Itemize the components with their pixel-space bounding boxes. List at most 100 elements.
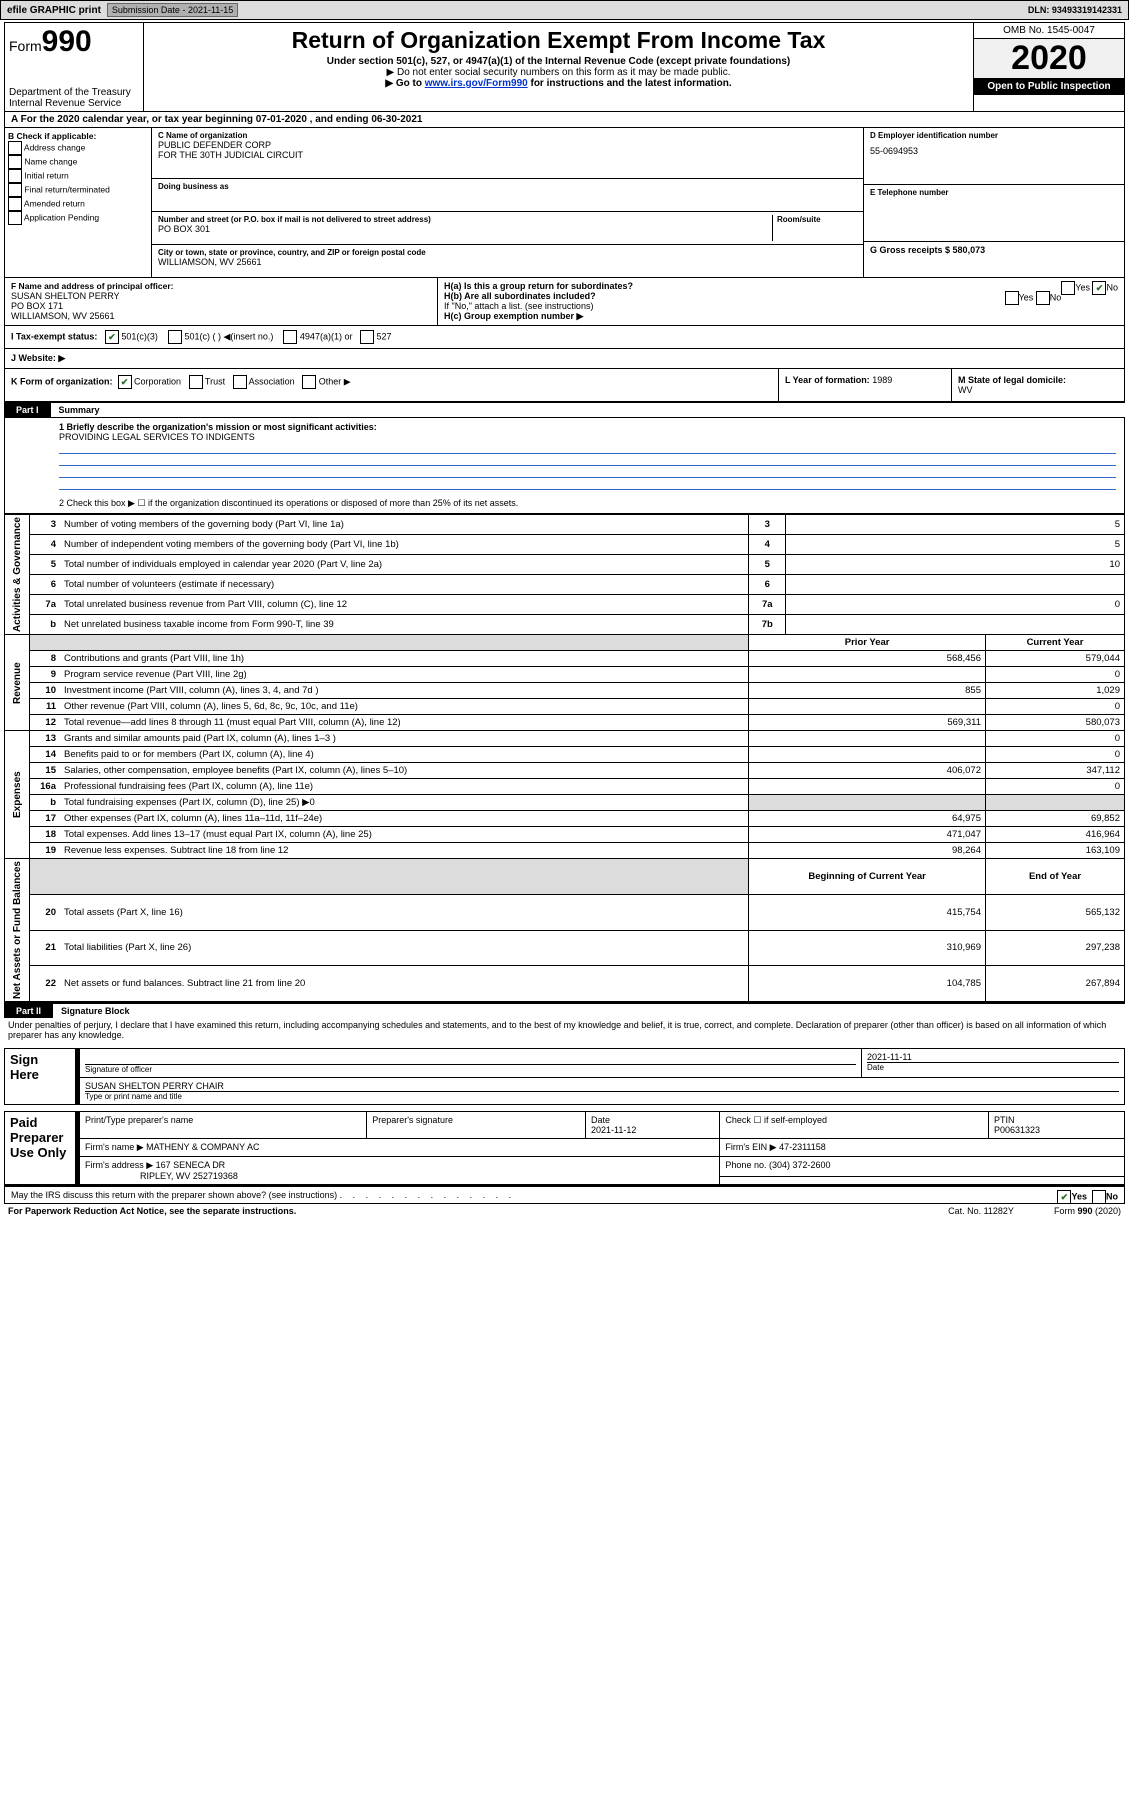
self-employed-check: Check ☐ if self-employed xyxy=(720,1112,989,1139)
officer-label: F Name and address of principal officer: xyxy=(11,281,431,291)
officer-addr1: PO BOX 171 xyxy=(11,301,431,311)
form-header: Form990 Department of the Treasury Inter… xyxy=(4,22,1125,112)
chk-corporation: ✔ xyxy=(118,375,132,389)
part-i-title: Summary xyxy=(51,405,100,415)
firm-phone: (304) 372-2600 xyxy=(769,1160,831,1170)
line-6: Total number of volunteers (estimate if … xyxy=(60,575,749,595)
mission-text: PROVIDING LEGAL SERVICES TO INDIGENTS xyxy=(59,432,255,442)
ha-group-return: H(a) Is this a group return for subordin… xyxy=(444,281,1118,291)
form-footer: Form 990 (2020) xyxy=(1054,1206,1121,1216)
line-3: Number of voting members of the governin… xyxy=(60,515,749,535)
addr-label: Number and street (or P.O. box if mail i… xyxy=(158,215,772,224)
sign-here-label: Sign Here xyxy=(5,1049,78,1105)
hdr-current-year: Current Year xyxy=(986,635,1125,651)
top-bar: efile GRAPHIC print Submission Date - 20… xyxy=(0,0,1129,20)
state-domicile: M State of legal domicile:WV xyxy=(951,369,1124,401)
officer-print-name: SUSAN SHELTON PERRY CHAIR xyxy=(85,1081,1119,1091)
form-number: Form990 xyxy=(9,25,139,59)
chk-amended-return[interactable]: Amended return xyxy=(8,197,148,211)
website-row: J Website: ▶ xyxy=(4,349,1125,369)
org-name-1: PUBLIC DEFENDER CORP xyxy=(158,140,857,150)
ein-label: D Employer identification number xyxy=(870,131,1118,140)
ha-no-checked: ✔ xyxy=(1092,281,1106,295)
under-section: Under section 501(c), 527, or 4947(a)(1)… xyxy=(146,56,971,67)
line-7a: Total unrelated business revenue from Pa… xyxy=(60,595,749,615)
hdr-beginning: Beginning of Current Year xyxy=(749,859,986,895)
form-title: Return of Organization Exempt From Incom… xyxy=(146,27,971,54)
line-5: Total number of individuals employed in … xyxy=(60,555,749,575)
part-ii-title: Signature Block xyxy=(53,1006,130,1016)
type-print-label: Type or print name and title xyxy=(85,1091,1119,1101)
officer-addr2: WILLIAMSON, WV 25661 xyxy=(11,311,431,321)
line-8: Contributions and grants (Part VIII, lin… xyxy=(60,651,749,667)
sign-date-label: Date xyxy=(867,1062,1119,1072)
signature-block: Sign Here Signature of officer 2021-11-1… xyxy=(4,1048,1125,1105)
line-4: Number of independent voting members of … xyxy=(60,535,749,555)
penalties-text: Under penalties of perjury, I declare th… xyxy=(4,1018,1125,1042)
hdr-prior-year: Prior Year xyxy=(749,635,986,651)
line-10: Investment income (Part VIII, column (A)… xyxy=(60,683,749,699)
discuss-yes-checked: ✔ xyxy=(1057,1190,1071,1204)
firm-addr2: RIPLEY, WV 252719368 xyxy=(140,1171,238,1181)
gross-label: G Gross receipts $ xyxy=(870,245,953,255)
line-22: Net assets or fund balances. Subtract li… xyxy=(60,966,749,1002)
sign-date: 2021-11-11 xyxy=(867,1052,1119,1062)
prep-date: 2021-11-12 xyxy=(591,1125,636,1135)
form-of-org: K Form of organization: ✔ Corporation Tr… xyxy=(5,369,778,401)
line-16b: Total fundraising expenses (Part IX, col… xyxy=(60,795,749,811)
tel-label: E Telephone number xyxy=(870,188,1118,197)
footer: For Paperwork Reduction Act Notice, see … xyxy=(4,1204,1125,1218)
firm-ein: 47-2311158 xyxy=(779,1142,826,1152)
q2-label: 2 Check this box ▶ ☐ if the organization… xyxy=(59,498,1116,509)
chk-name-change[interactable]: Name change xyxy=(8,155,148,169)
paid-preparer-block: Paid Preparer Use Only Print/Type prepar… xyxy=(4,1111,1125,1185)
city-label: City or town, state or province, country… xyxy=(158,248,857,257)
col-b-checkboxes: B Check if applicable: Address change Na… xyxy=(5,128,152,277)
line-18: Total expenses. Add lines 13–17 (must eq… xyxy=(60,827,749,843)
chk-final-return[interactable]: Final return/terminated xyxy=(8,183,148,197)
prep-sig-label: Preparer's signature xyxy=(367,1112,586,1139)
gross-value: 580,073 xyxy=(953,245,986,255)
firm-addr1: 167 SENECA DR xyxy=(156,1160,226,1170)
prep-name-label: Print/Type preparer's name xyxy=(78,1112,367,1139)
side-revenue: Revenue xyxy=(5,635,30,731)
paid-preparer-label: Paid Preparer Use Only xyxy=(5,1112,78,1185)
line-13: Grants and similar amounts paid (Part IX… xyxy=(60,731,749,747)
line-12: Total revenue—add lines 8 through 11 (mu… xyxy=(60,715,749,731)
irs-link[interactable]: www.irs.gov/Form990 xyxy=(425,78,528,89)
part-i-label: Part I xyxy=(4,403,51,417)
row-a-tax-year: A For the 2020 calendar year, or tax yea… xyxy=(4,112,1125,128)
org-name-2: FOR THE 30TH JUDICIAL CIRCUIT xyxy=(158,150,857,160)
line-19: Revenue less expenses. Subtract line 18 … xyxy=(60,843,749,859)
efile-label: efile GRAPHIC print xyxy=(1,3,107,18)
line-17: Other expenses (Part IX, column (A), lin… xyxy=(60,811,749,827)
chk-initial-return[interactable]: Initial return xyxy=(8,169,148,183)
side-net-assets: Net Assets or Fund Balances xyxy=(5,859,30,1002)
ein-value: 55-0694953 xyxy=(870,146,1118,156)
line-16a: Professional fundraising fees (Part IX, … xyxy=(60,779,749,795)
hc-group-exemption: H(c) Group exemption number ▶ xyxy=(444,311,1118,322)
tax-year: 2020 xyxy=(974,39,1124,78)
submission-date-button[interactable]: Submission Date - 2021-11-15 xyxy=(107,3,238,17)
open-to-public: Open to Public Inspection xyxy=(974,78,1124,95)
arrow-note-1: ▶ Do not enter social security numbers o… xyxy=(146,67,971,78)
chk-application-pending[interactable]: Application Pending xyxy=(8,211,148,225)
line-14: Benefits paid to or for members (Part IX… xyxy=(60,747,749,763)
officer-name: SUSAN SHELTON PERRY xyxy=(11,291,431,301)
hb-subordinates: H(b) Are all subordinates included? Yes … xyxy=(444,291,1118,301)
line-20: Total assets (Part X, line 16) xyxy=(60,894,749,930)
chk-address-change[interactable]: Address change xyxy=(8,141,148,155)
line-7b: Net unrelated business taxable income fr… xyxy=(60,615,749,635)
year-formation: L Year of formation: 1989 xyxy=(778,369,951,401)
dln: DLN: 93493319142331 xyxy=(1028,5,1128,15)
tax-exempt-status: I Tax-exempt status: ✔ 501(c)(3) 501(c) … xyxy=(4,326,1125,349)
line-11: Other revenue (Part VIII, column (A), li… xyxy=(60,699,749,715)
omb-number: OMB No. 1545-0047 xyxy=(974,23,1124,39)
dba-label: Doing business as xyxy=(158,182,857,191)
part-ii-label: Part II xyxy=(4,1004,53,1018)
sig-officer-label: Signature of officer xyxy=(85,1064,856,1074)
paperwork-notice: For Paperwork Reduction Act Notice, see … xyxy=(8,1206,908,1216)
cat-no: Cat. No. 11282Y xyxy=(908,1206,1054,1216)
line-9: Program service revenue (Part VIII, line… xyxy=(60,667,749,683)
side-activities-gov: Activities & Governance xyxy=(5,515,30,635)
